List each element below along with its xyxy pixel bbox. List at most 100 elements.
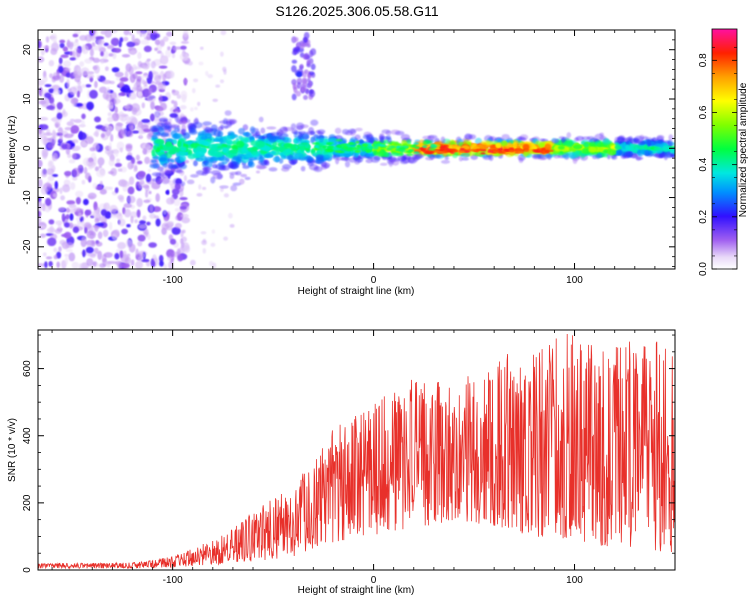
heatmap-cell — [99, 263, 106, 268]
y-tick-label: -10 — [22, 190, 33, 205]
heatmap-cell — [123, 36, 129, 42]
heatmap-cell — [57, 223, 62, 230]
heatmap-cell — [532, 153, 542, 159]
heatmap-cell — [487, 141, 494, 145]
heatmap-cell — [82, 249, 86, 258]
heatmap-cell — [413, 151, 420, 154]
heatmap-cell — [66, 143, 72, 150]
heatmap-cell — [458, 156, 463, 162]
heatmap-cell — [200, 231, 207, 235]
heatmap-cell — [130, 48, 136, 55]
heatmap-cell — [244, 176, 251, 180]
heatmap-cell — [44, 92, 52, 99]
heatmap-cell — [182, 245, 191, 253]
heatmap-cell — [173, 197, 181, 207]
heatmap-cell — [323, 145, 329, 148]
heatmap-frame — [37, 29, 676, 270]
heatmap-cell — [119, 250, 124, 259]
heatmap-cell — [100, 59, 104, 65]
heatmap-cell — [78, 212, 82, 219]
heatmap-cell — [50, 42, 60, 52]
heatmap-cell — [303, 94, 308, 101]
heatmap-cell — [163, 210, 167, 215]
heatmap-cell — [272, 156, 281, 163]
heatmap-cell — [668, 134, 674, 142]
heatmap-cell — [323, 151, 329, 154]
heatmap-cell — [131, 34, 135, 43]
heatmap-cell — [65, 214, 70, 220]
heatmap-cell — [653, 146, 661, 151]
heatmap-cell — [102, 79, 112, 85]
heatmap-cell — [87, 253, 97, 257]
heatmap-cell — [38, 263, 46, 267]
heatmap-cell — [119, 77, 129, 82]
heatmap-cell — [58, 246, 62, 252]
heatmap-cell — [89, 89, 98, 99]
heatmap-cell — [308, 127, 315, 134]
heatmap-cell — [54, 229, 62, 234]
heatmap-cell — [310, 63, 316, 71]
heatmap-cell — [148, 87, 153, 96]
heatmap-cell — [463, 140, 471, 146]
heatmap-cell — [487, 150, 494, 153]
heatmap-cell — [581, 148, 591, 155]
heatmap-cell — [158, 94, 163, 104]
heatmap-cell — [125, 116, 131, 122]
heatmap-cell — [149, 204, 154, 213]
heatmap-cell — [118, 111, 125, 121]
colorbar: 0.0 0.2 0.4 0.6 0.8 Normalized spectral ampl… — [698, 28, 749, 276]
heatmap-cell — [143, 199, 151, 203]
heatmap-cell — [38, 216, 42, 224]
heatmap-cell — [532, 149, 540, 152]
heatmap-cell — [136, 209, 141, 218]
heatmap-cell — [302, 71, 308, 78]
heatmap-cell — [461, 157, 469, 161]
heatmap-cell — [64, 222, 71, 228]
heatmap-cell — [42, 151, 48, 160]
heatmap-cell — [156, 166, 165, 171]
heatmap-cell — [151, 159, 157, 164]
heatmap-cell — [183, 79, 189, 83]
heatmap-cell — [103, 202, 111, 211]
heatmap-cell — [181, 236, 187, 243]
heatmap-cell — [160, 52, 164, 58]
heatmap-cell — [49, 225, 54, 233]
heatmap-cell — [42, 75, 48, 83]
heatmap-cell — [348, 142, 357, 146]
heatmap-cell — [643, 150, 649, 157]
heatmap-cell — [212, 98, 219, 102]
colorbar-tick-label: 0.0 — [698, 262, 709, 276]
heatmap-cell — [47, 160, 54, 169]
heatmap-cell — [89, 30, 97, 36]
heatmap-cell — [430, 145, 437, 149]
heatmap-cell — [601, 149, 609, 154]
heatmap-cell — [93, 247, 99, 255]
heatmap-cell — [305, 147, 311, 152]
heatmap-cell — [75, 145, 82, 150]
heatmap-cell — [110, 167, 117, 177]
heatmap-cell — [268, 136, 276, 140]
heatmap-cell — [375, 150, 385, 157]
snr-y-axis-label: SNR (10 * v/v) — [7, 418, 18, 482]
heatmap-cell — [165, 49, 172, 58]
x-tick-label: 0 — [371, 575, 377, 586]
heatmap-cell — [180, 146, 187, 152]
heatmap-cell — [159, 82, 166, 91]
heatmap-cell — [670, 153, 675, 158]
heatmap-cell — [163, 263, 167, 269]
heatmap-cell — [174, 222, 182, 229]
y-tick-label: 0 — [22, 145, 33, 151]
heatmap-cell — [229, 171, 239, 176]
heatmap-cell — [379, 162, 388, 166]
heatmap-cell — [179, 205, 187, 210]
heatmap-cell — [381, 129, 391, 134]
heatmap-cell — [53, 40, 57, 44]
heatmap-cell — [352, 147, 360, 150]
heatmap-cell — [162, 73, 166, 83]
heatmap-cell — [126, 103, 133, 112]
heatmap-cell — [317, 129, 326, 134]
heatmap-cell — [72, 33, 79, 38]
heatmap-cell — [93, 131, 99, 137]
heatmap-cell — [214, 151, 224, 158]
heatmap-cell — [64, 253, 69, 257]
